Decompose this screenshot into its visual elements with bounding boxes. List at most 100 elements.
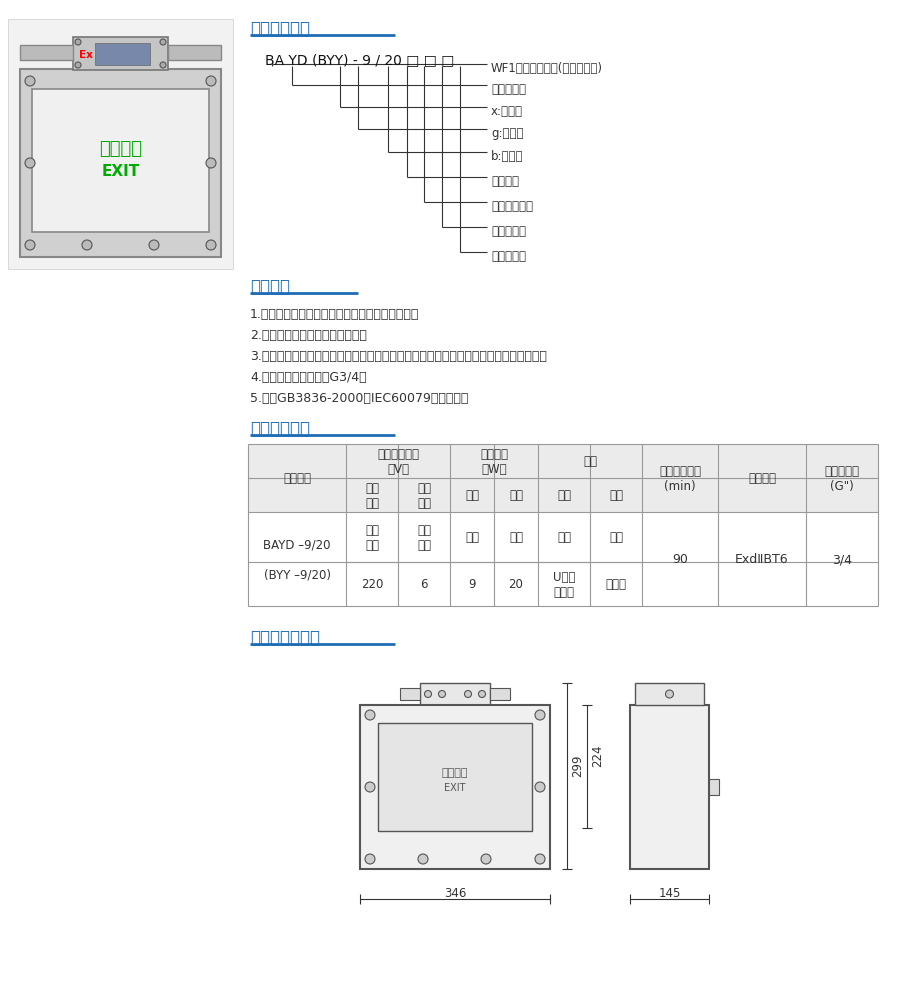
Text: 正常: 正常 (465, 531, 479, 544)
Text: U型荧
光灯管: U型荧 光灯管 (553, 571, 575, 598)
Text: 20: 20 (508, 578, 524, 590)
Text: 应急功率: 应急功率 (491, 175, 519, 188)
Text: 进线口螺纹
(G"): 进线口螺纹 (G") (824, 464, 859, 492)
Bar (420, 683, 490, 706)
Bar (719, 513, 805, 563)
Bar (709, 779, 719, 795)
Text: 碘钨灯: 碘钨灯 (606, 578, 627, 590)
Bar (32, 89, 209, 233)
Circle shape (535, 854, 545, 864)
Text: Ex: Ex (79, 50, 93, 60)
Text: 标志牌代号: 标志牌代号 (491, 83, 526, 96)
Text: BAYD –9/20

(BYY –9/20): BAYD –9/20 (BYY –9/20) (263, 538, 331, 580)
Text: 防爆其它类: 防爆其它类 (491, 250, 526, 263)
Text: 正常: 正常 (557, 531, 571, 544)
Circle shape (666, 690, 673, 699)
Text: 应急
照明: 应急 照明 (417, 524, 431, 552)
Text: 4.锂管或电缆布线均可G3/4。: 4.锂管或电缆布线均可G3/4。 (250, 371, 366, 384)
Bar (630, 706, 709, 869)
Circle shape (206, 77, 216, 86)
Bar (378, 724, 532, 831)
Circle shape (478, 691, 486, 698)
Text: 型号及其含义: 型号及其含义 (250, 20, 310, 38)
Text: 145: 145 (659, 886, 681, 900)
Text: 应急: 应急 (509, 531, 523, 544)
Text: 正常: 正常 (557, 489, 571, 502)
Circle shape (365, 711, 375, 721)
Text: 额定工作电压
（V）: 额定工作电压 （V） (377, 447, 419, 475)
Circle shape (75, 40, 81, 46)
Text: 主要技术参数: 主要技术参数 (250, 419, 310, 437)
Text: 光源: 光源 (583, 455, 597, 468)
Bar (806, 478, 877, 513)
Bar (494, 444, 495, 478)
Circle shape (149, 241, 159, 250)
Text: 应急
照明: 应急 照明 (417, 481, 431, 510)
Text: 299: 299 (571, 753, 585, 776)
Circle shape (465, 691, 472, 698)
Circle shape (25, 159, 35, 169)
Circle shape (75, 63, 81, 69)
Circle shape (438, 691, 445, 698)
Circle shape (418, 854, 428, 864)
Text: 正常照明功率: 正常照明功率 (491, 201, 533, 214)
Text: 224: 224 (591, 745, 605, 766)
Text: 安全出口: 安全出口 (442, 767, 468, 777)
Text: 正常: 正常 (465, 489, 479, 502)
Circle shape (535, 711, 545, 721)
Text: 应急: 应急 (509, 489, 523, 502)
Text: 产品型号: 产品型号 (283, 472, 311, 485)
Bar (635, 683, 704, 706)
Text: 产品特点: 产品特点 (250, 277, 290, 295)
Text: 2.透明标志牌可由用户自由选配。: 2.透明标志牌可由用户自由选配。 (250, 329, 367, 342)
Text: 外型及安装尺寸: 外型及安装尺寸 (250, 628, 320, 646)
Text: 诱导标志灯: 诱导标志灯 (491, 226, 526, 239)
Bar (8, 20, 233, 269)
Circle shape (365, 854, 375, 864)
Text: 5.符合GB3836-2000，IEC60079标准要求。: 5.符合GB3836-2000，IEC60079标准要求。 (250, 392, 468, 405)
Bar (20, 46, 73, 61)
Circle shape (25, 77, 35, 86)
Circle shape (425, 691, 432, 698)
Circle shape (25, 241, 35, 250)
Text: 220: 220 (361, 578, 384, 590)
Circle shape (160, 40, 166, 46)
Circle shape (535, 782, 545, 792)
Text: EXIT: EXIT (445, 782, 466, 792)
Text: 应急照明时间
(min): 应急照明时间 (min) (659, 464, 701, 492)
Bar (719, 478, 805, 513)
Text: g:吸杆式: g:吸杆式 (491, 127, 524, 140)
Bar (589, 444, 591, 478)
Text: 9: 9 (468, 578, 476, 590)
Bar (168, 46, 221, 61)
Text: 3/4: 3/4 (832, 553, 852, 566)
Circle shape (206, 159, 216, 169)
Text: 6: 6 (420, 578, 428, 590)
Bar (20, 70, 221, 257)
Circle shape (206, 241, 216, 250)
Text: x:吸顶式: x:吸顶式 (491, 105, 523, 118)
Circle shape (160, 63, 166, 69)
Text: 防爆标志: 防爆标志 (748, 472, 776, 485)
Bar (642, 478, 718, 513)
Bar (95, 44, 150, 66)
Text: 正常
照明: 正常 照明 (365, 524, 379, 552)
Bar (249, 513, 345, 563)
Bar (397, 444, 399, 478)
Text: EXIT: EXIT (101, 164, 139, 179)
Bar (248, 478, 878, 513)
Text: 额定功率
（W）: 额定功率 （W） (480, 447, 508, 475)
Circle shape (481, 854, 491, 864)
Circle shape (365, 782, 375, 792)
Bar (642, 513, 718, 563)
Circle shape (82, 241, 92, 250)
Bar (400, 688, 420, 701)
Bar (360, 706, 550, 869)
Text: BA YD (BYY) - 9 / 20 □ □ □: BA YD (BYY) - 9 / 20 □ □ □ (265, 53, 455, 67)
Text: 3.内装免维护镁镁电池组，在正常供电下自动充电，事故断电或停电时应急灯自动点亮。: 3.内装免维护镁镁电池组，在正常供电下自动充电，事故断电或停电时应急灯自动点亮。 (250, 350, 547, 363)
Text: 90: 90 (672, 553, 688, 566)
Bar (73, 38, 168, 71)
Text: 1.外壳采用铝合金压铸成型，表面高压静电喷塑。: 1.外壳采用铝合金压铸成型，表面高压静电喷塑。 (250, 308, 419, 321)
Text: 应急: 应急 (609, 531, 623, 544)
Text: 安全出口: 安全出口 (99, 140, 142, 158)
